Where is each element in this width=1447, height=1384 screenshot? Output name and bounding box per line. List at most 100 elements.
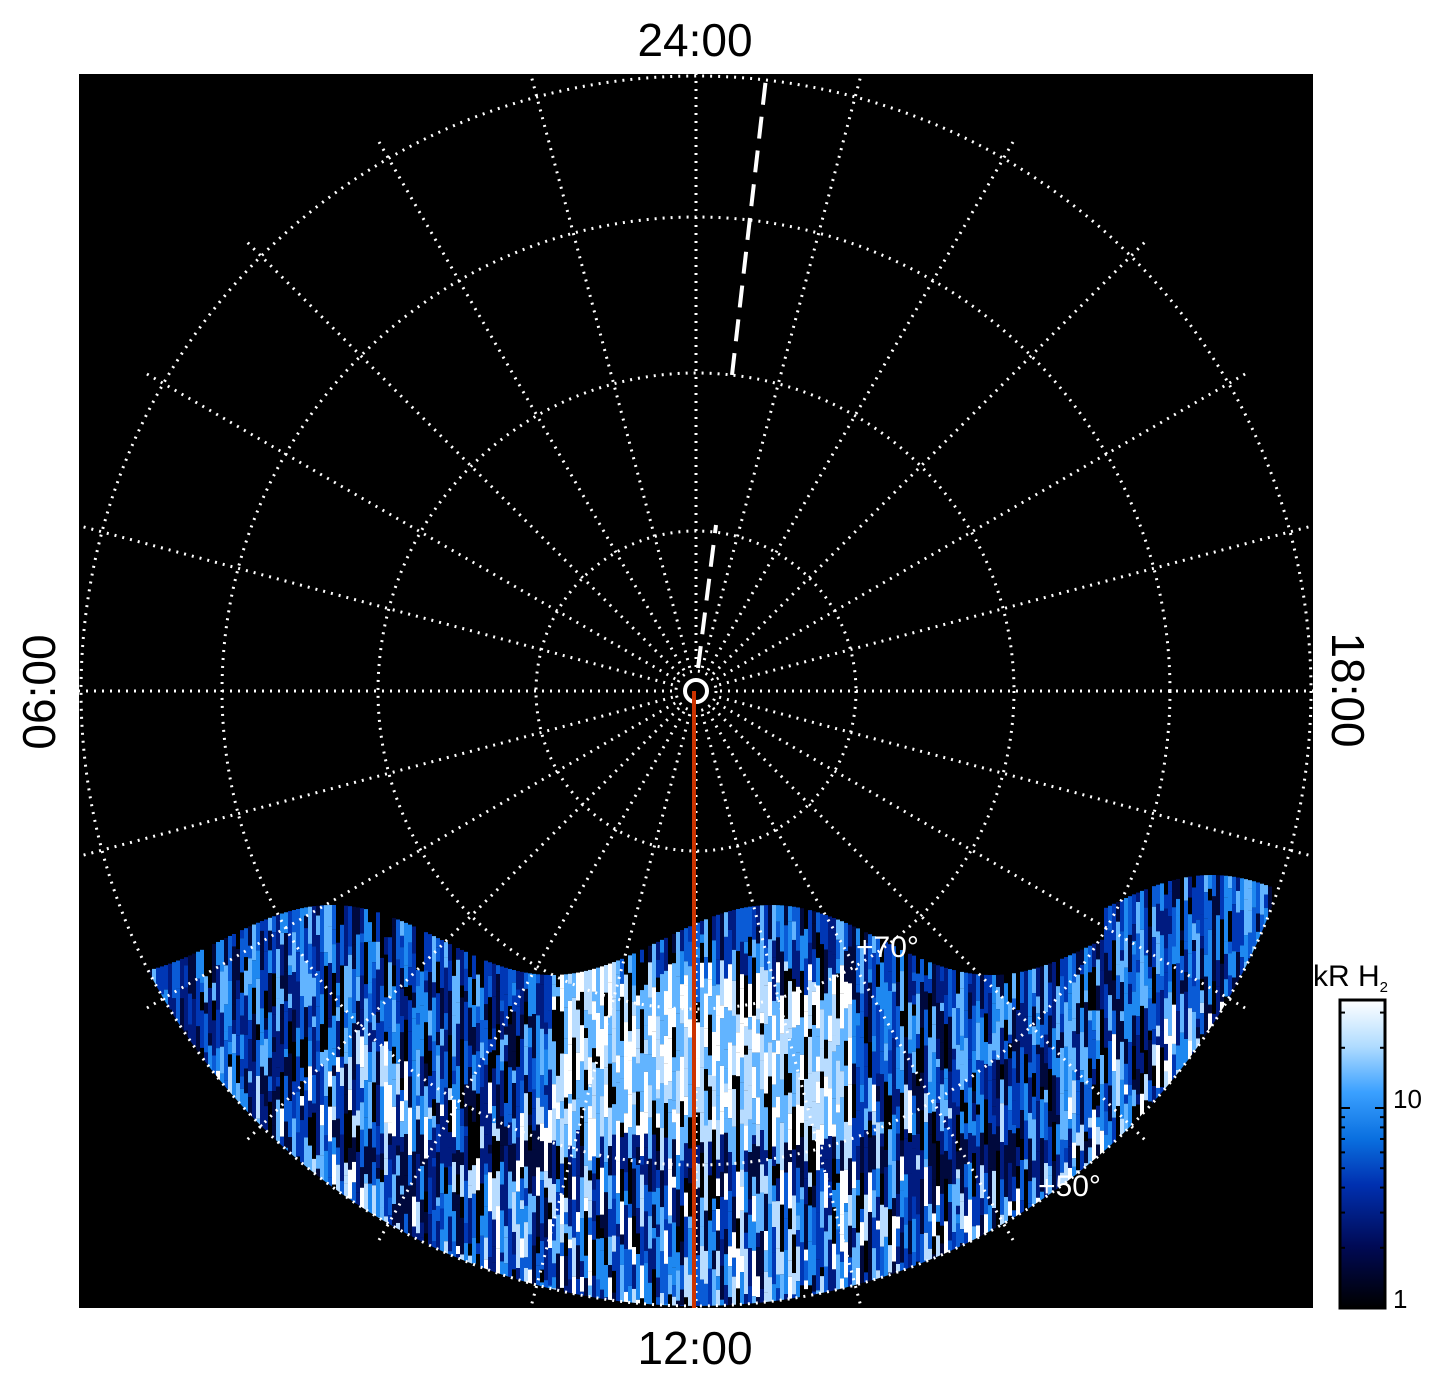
emission-streak [492,1106,496,1124]
emission-streak [1216,986,1220,1029]
emission-streak [484,960,488,1005]
emission-streak [524,988,528,1002]
emission-streak [808,1205,812,1242]
emission-streak [660,1020,664,1045]
emission-streak [548,1178,552,1203]
meridian-line [718,695,1313,858]
emission-streak [352,1023,356,1071]
emission-streak [860,946,864,994]
emission-streak [504,1226,508,1238]
emission-streak [436,938,440,948]
emission-streak [328,963,332,1006]
emission-streak [384,1082,388,1123]
emission-streak [636,1063,640,1092]
emission-streak [336,1164,340,1194]
emission-streak [256,922,260,951]
emission-streak [284,1011,288,1049]
emission-streak [1164,972,1168,999]
emission-streak [800,935,804,971]
emission-streak [276,977,280,999]
emission-streak [648,1015,652,1036]
emission-streak [516,971,520,990]
emission-streak [1240,957,1244,976]
emission-streak [352,969,356,1013]
emission-streak [904,1197,908,1225]
emission-streak [636,1028,640,1049]
emission-streak [432,1041,436,1072]
emission-streak [1104,1083,1108,1112]
emission-streak [872,1111,876,1125]
local-time-label-left: 06:00 [13,634,65,749]
emission-streak [1148,998,1152,1031]
emission-streak [636,1208,640,1234]
emission-streak [260,1045,264,1067]
emission-streak [404,1175,408,1214]
emission-streak [932,1006,936,1025]
emission-streak [632,1056,636,1093]
emission-streak [988,1080,992,1124]
emission-streak [740,941,744,975]
emission-streak [852,1036,856,1064]
emission-streak [868,934,872,970]
emission-streak [480,1042,484,1059]
emission-streak [820,1000,824,1010]
emission-streak [596,1304,600,1306]
emission-streak [300,1105,304,1121]
emission-streak [940,966,944,982]
emission-streak [376,969,380,1013]
meridian-line [242,706,681,1145]
emission-streak [328,1018,332,1028]
emission-streak [900,1070,904,1093]
emission-streak [524,1188,528,1206]
emission-streak [916,993,920,1035]
emission-streak [576,972,580,1001]
emission-streak [992,1003,996,1034]
emission-streak [1168,880,1172,892]
emission-streak [468,1198,472,1244]
emission-streak [1112,1117,1116,1148]
emission-streak [1128,934,1132,973]
emission-streak [812,949,816,983]
emission-streak [308,1066,312,1101]
emission-streak [316,1110,320,1156]
emission-streak [308,1040,312,1067]
emission-streak [768,905,772,940]
emission-streak [756,1033,760,1053]
emission-streak [1028,1077,1032,1113]
emission-streak [816,1071,820,1082]
emission-streak [1200,914,1204,937]
emission-streak [900,1180,904,1191]
emission-streak [524,1166,528,1189]
emission-streak [840,1140,844,1171]
emission-streak [392,999,396,1033]
emission-streak [476,1023,480,1052]
emission-streak [1092,1039,1096,1070]
emission-streak [1188,914,1192,954]
emission-streak [1116,975,1120,1000]
emission-streak [316,1155,320,1169]
emission-streak [1148,988,1152,999]
emission-streak [760,1289,764,1305]
emission-streak [424,970,428,981]
emission-streak [988,974,992,994]
emission-streak [800,1106,804,1123]
emission-streak [912,1015,916,1052]
emission-streak [1080,964,1084,975]
emission-streak [1200,1305,1204,1306]
emission-streak [428,1075,432,1108]
emission-streak [456,1245,460,1255]
emission-streak [796,1246,800,1282]
emission-streak [1052,961,1056,1004]
emission-streak [792,939,796,979]
emission-streak [1156,1045,1160,1088]
emission-streak [784,1172,788,1219]
emission-streak [908,991,912,1003]
emission-streak [1184,949,1188,973]
emission-streak [304,1077,308,1091]
emission-streak [776,937,780,963]
emission-streak [828,916,832,952]
emission-streak [852,1188,856,1229]
emission-streak [948,1071,952,1109]
emission-streak [820,1124,824,1145]
emission-streak [260,930,264,971]
